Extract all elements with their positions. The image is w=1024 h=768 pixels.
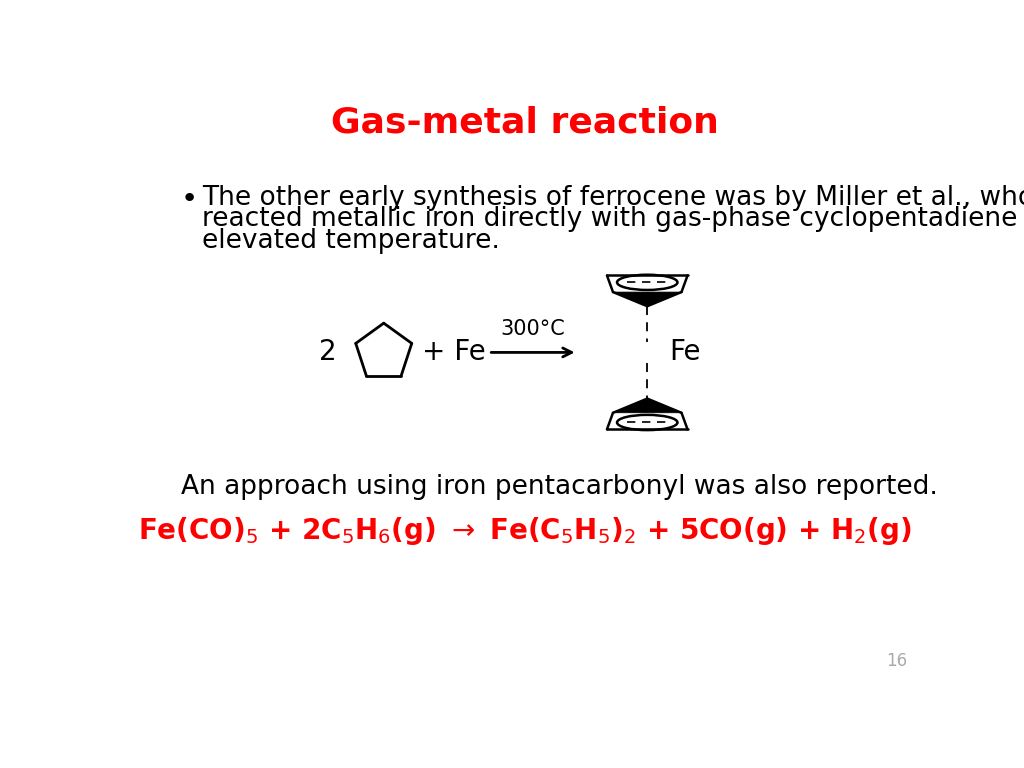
Text: elevated temperature.: elevated temperature.: [202, 227, 500, 253]
Text: Fe: Fe: [669, 339, 700, 366]
Text: The other early synthesis of ferrocene was by Miller et al., who: The other early synthesis of ferrocene w…: [202, 184, 1024, 210]
Text: reacted metallic iron directly with gas-phase cyclopentadiene at: reacted metallic iron directly with gas-…: [202, 206, 1024, 232]
Text: •: •: [180, 184, 198, 213]
Text: An approach using iron pentacarbonyl was also reported.: An approach using iron pentacarbonyl was…: [180, 474, 938, 500]
Text: 2: 2: [319, 339, 337, 366]
Polygon shape: [613, 399, 682, 412]
Text: + Fe: + Fe: [422, 339, 485, 366]
Polygon shape: [613, 292, 682, 306]
Text: Fe(CO)$_5$ + 2C$_5$H$_6$(g) $\rightarrow$ Fe(C$_5$H$_5$)$_2$ + 5CO(g) + H$_2$(g): Fe(CO)$_5$ + 2C$_5$H$_6$(g) $\rightarrow…: [138, 515, 911, 547]
Text: 300°C: 300°C: [501, 319, 565, 339]
Text: Gas-metal reaction: Gas-metal reaction: [331, 106, 719, 140]
Text: 16: 16: [886, 652, 907, 670]
